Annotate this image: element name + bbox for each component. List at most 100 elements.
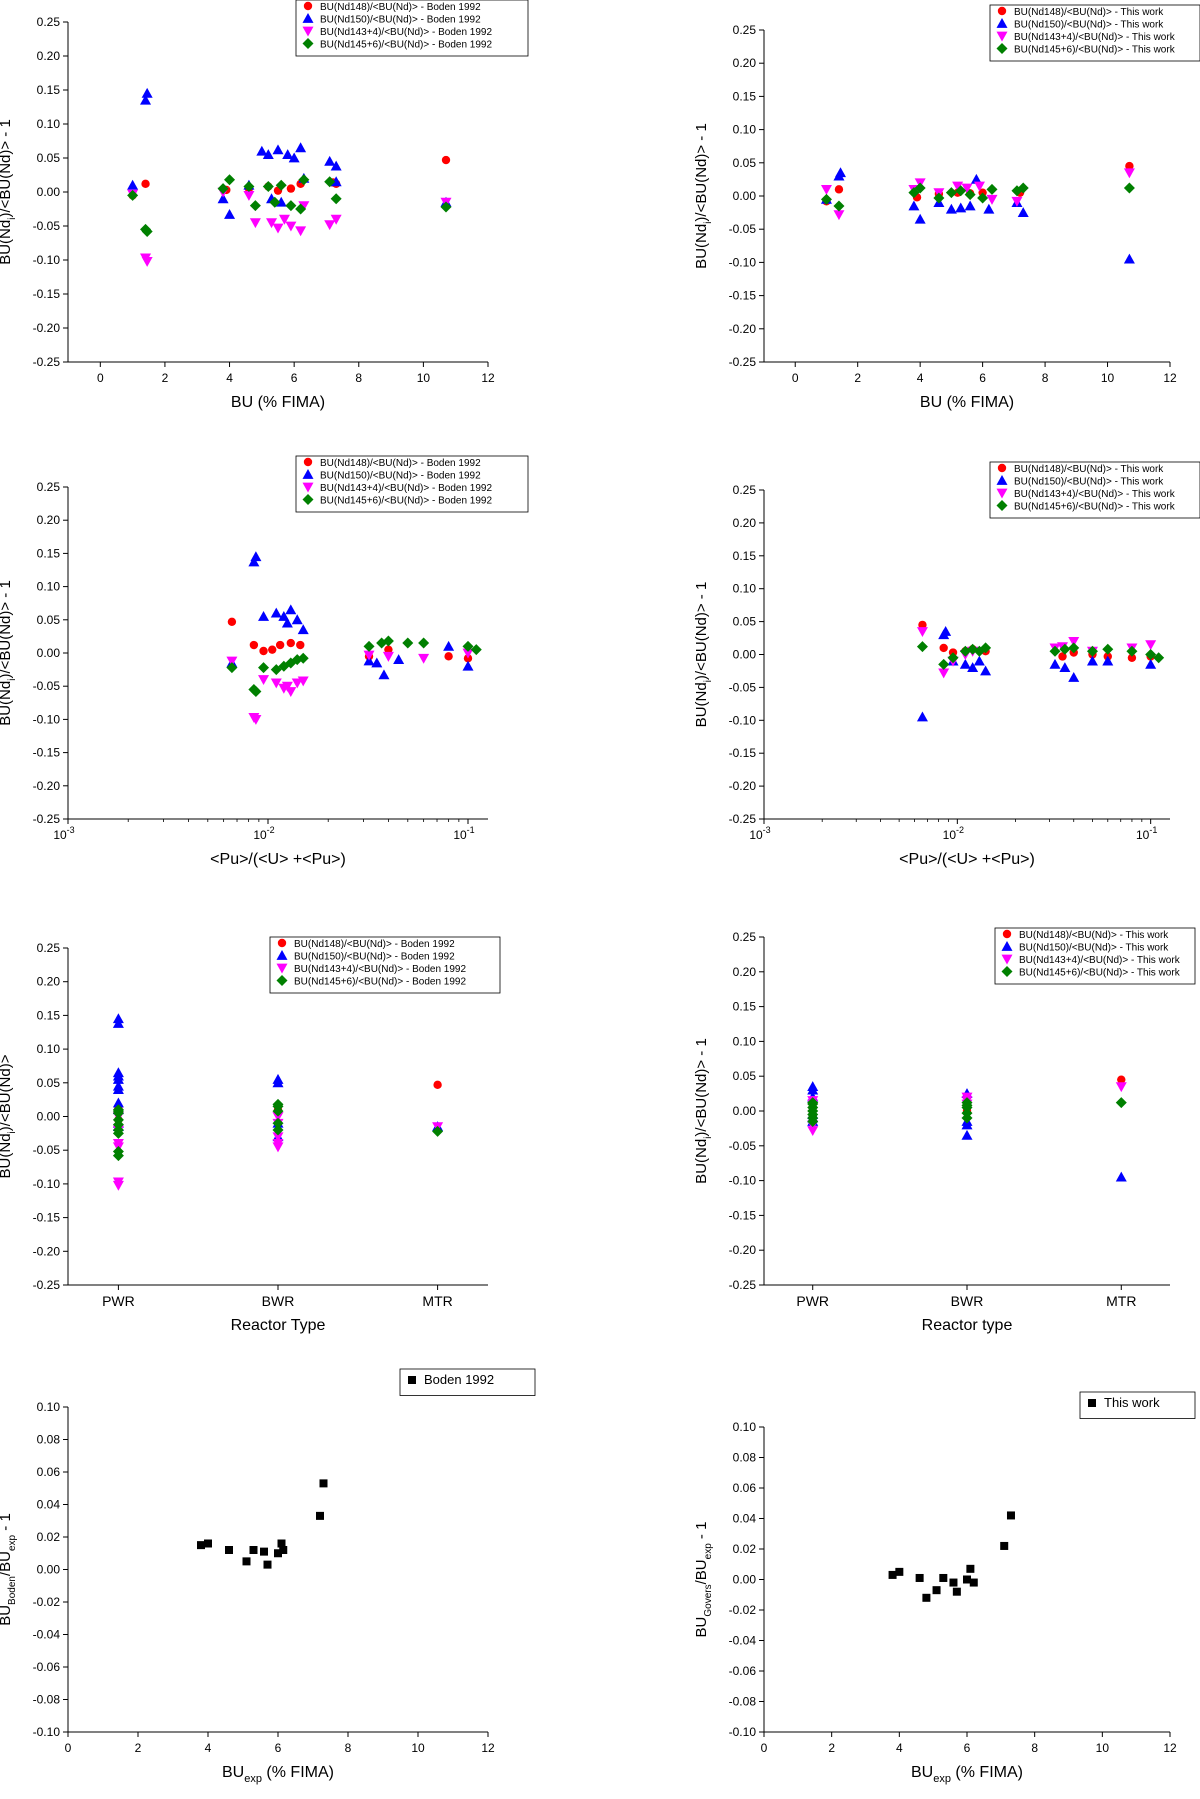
y-tick-label: -0.10 (33, 1177, 61, 1191)
data-point (226, 662, 238, 674)
x-tick-label: BWR (951, 1293, 984, 1309)
legend-marker (302, 469, 314, 479)
x-axis-title: <Pu>/(<U> +<Pu>) (210, 851, 346, 868)
chart-pu-boden: -0.25 -0.20 -0.15 -0.10 -0.05 0.00 0.05 0.10 0.1… (0, 455, 529, 868)
legend-label: BU(Nd145+6)/<BU(Nd)> - Boden 1992 (294, 977, 466, 988)
data-point (297, 652, 309, 664)
y-tick-label: -0.05 (729, 1139, 757, 1153)
y-tick-label: 0.10 (37, 580, 61, 594)
y-axis-title-main: BU(Nd (693, 682, 710, 727)
x-axis-title-sub: exp (244, 1773, 262, 1785)
data-point (418, 653, 430, 664)
y-axis-title: BU(Ndi)/<BU(Nd)> - 1 (693, 582, 714, 728)
data-point (275, 640, 285, 650)
data-point (224, 174, 236, 186)
data-point (242, 1557, 251, 1566)
x-tick-label: 6 (979, 371, 986, 385)
data-point (443, 640, 455, 651)
legend-marker (1001, 941, 1013, 951)
chart-pu-thiswork: -0.25 -0.20 -0.15 -0.10 -0.05 0.00 0.05 0.10 0.1… (693, 461, 1200, 868)
y-tick-label: 0.10 (733, 1034, 757, 1048)
legend-box (989, 4, 1200, 62)
y-tick-label: 0.10 (37, 1042, 61, 1056)
x-tick-label: 8 (345, 1741, 352, 1755)
x-tick-label: 6 (291, 371, 298, 385)
y-tick-label: 0.10 (733, 123, 757, 137)
x-tick-label: 2 (828, 1741, 835, 1755)
y-axis-title-mid: /BU (693, 1559, 710, 1584)
x-axis-title-main: BU (911, 1764, 933, 1781)
y-axis-title-mid: /BU (0, 1551, 14, 1576)
x-tick-label: 8 (1031, 1741, 1038, 1755)
data-point (1059, 643, 1071, 655)
data-point (1006, 1511, 1015, 1520)
legend: This work (1079, 1391, 1196, 1419)
y-tick-label: -0.08 (33, 1693, 61, 1707)
x-axis-title: BU (% FIMA) (231, 394, 325, 411)
x-tick-label: 12 (1163, 1741, 1177, 1755)
legend-marker (302, 26, 314, 37)
data-point (1145, 640, 1157, 651)
series-0 (128, 155, 451, 200)
y-tick-label: -0.25 (33, 812, 61, 826)
data-point (933, 192, 945, 204)
y-tick-label: 0.00 (37, 646, 61, 660)
y-tick-label: -0.05 (33, 679, 61, 693)
data-point (916, 627, 928, 637)
data-point (1123, 168, 1135, 179)
x-tick-label: 4 (205, 1741, 212, 1755)
data-point (275, 196, 287, 207)
y-tick-label: 0.00 (733, 189, 757, 203)
data-point (278, 214, 290, 225)
data-point (279, 1546, 288, 1554)
y-tick-label: -0.10 (729, 1725, 757, 1739)
data-point (259, 646, 268, 656)
data-point (285, 687, 297, 698)
data-point (1115, 1097, 1127, 1109)
legend-label: BU(Nd150)/<BU(Nd)> - This work (1019, 943, 1169, 954)
legend-label: This work (1104, 1395, 1160, 1410)
legend-marker (1002, 929, 1012, 939)
data-point (217, 193, 229, 204)
y-tick-label: 0.25 (37, 15, 61, 29)
data-point (945, 187, 957, 199)
data-point (918, 620, 927, 630)
data-point (270, 678, 282, 689)
y-tick-label: -0.10 (729, 713, 757, 727)
y-tick-label: -0.25 (33, 1278, 61, 1292)
data-point (980, 642, 992, 654)
data-point (955, 185, 967, 197)
y-tick-label: 0.04 (37, 1498, 61, 1512)
data-point (272, 144, 284, 155)
y-tick-label: 0.05 (733, 156, 757, 170)
legend-box (1079, 1391, 1196, 1419)
legend-label: BU(Nd145+6)/<BU(Nd)> - Boden 1992 (320, 496, 492, 507)
x-axis-title-main: BU (% FIMA) (920, 394, 1014, 411)
data-point (945, 203, 957, 214)
data-point (820, 184, 832, 195)
legend-marker (302, 482, 314, 493)
data-point (249, 640, 259, 650)
data-point (1123, 182, 1135, 194)
x-axis-title-main: Reactor Type (231, 1317, 326, 1334)
data-point (316, 1511, 324, 1520)
x-axis-title: BUexp (% FIMA) (222, 1764, 334, 1785)
data-point (961, 1119, 973, 1130)
data-point (914, 182, 926, 194)
legend-marker (276, 975, 288, 986)
data-point (272, 223, 284, 234)
y-axis-title-main: BU(Nd (0, 1133, 14, 1178)
data-point (1049, 658, 1061, 669)
data-point (1145, 649, 1157, 660)
y-axis-title-rest: )/<BU(Nd)> - 1 (693, 123, 710, 221)
x-axis-title: Reactor type (922, 1317, 1013, 1334)
y-tick-label: -0.06 (33, 1660, 61, 1674)
data-point (939, 643, 948, 653)
legend-box (994, 927, 1196, 985)
data-point (970, 173, 982, 184)
y-tick-label: 0.20 (37, 975, 61, 989)
data-point (249, 218, 261, 229)
series-1 (226, 551, 474, 680)
y-tick-label: -0.10 (33, 253, 61, 267)
data-point (363, 640, 375, 652)
